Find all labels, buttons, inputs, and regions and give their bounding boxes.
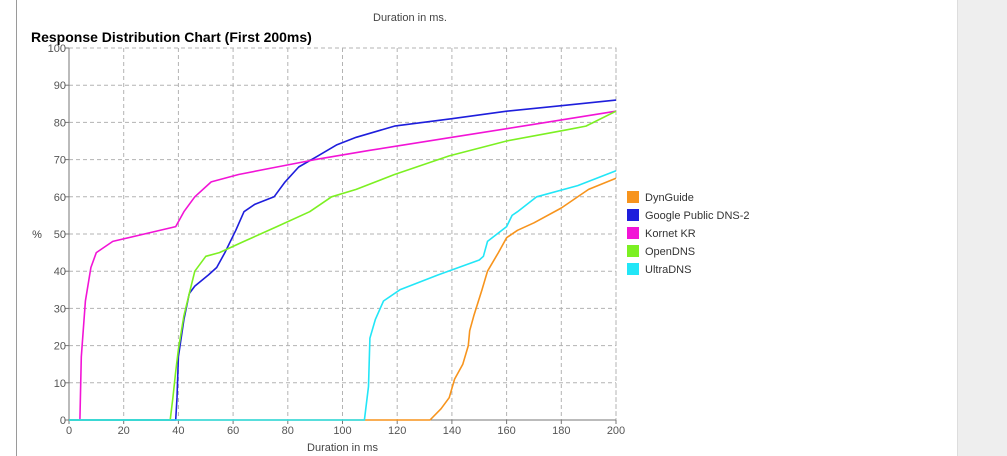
y-axis-label: % bbox=[32, 229, 42, 241]
y-tick-label: 80 bbox=[54, 117, 66, 129]
y-tick-label: 0 bbox=[60, 415, 66, 427]
x-tick-label: 180 bbox=[552, 425, 570, 437]
y-tick-label: 50 bbox=[54, 229, 66, 241]
x-tick-label: 60 bbox=[227, 425, 239, 437]
legend-label: Google Public DNS-2 bbox=[645, 210, 750, 222]
y-tick-label: 40 bbox=[54, 266, 66, 278]
legend-label: Kornet KR bbox=[645, 228, 696, 240]
x-tick-label: 0 bbox=[66, 425, 72, 437]
y-tick-label: 70 bbox=[54, 155, 66, 167]
series-line-kornet-kr bbox=[79, 110, 617, 421]
y-tick-label: 10 bbox=[54, 378, 66, 390]
x-tick-label: 200 bbox=[607, 425, 625, 437]
legend-label: OpenDNS bbox=[645, 246, 695, 258]
legend-label: DynGuide bbox=[645, 192, 694, 204]
x-tick-label: 80 bbox=[282, 425, 294, 437]
series-line-dynguide bbox=[69, 177, 617, 421]
series-line-ultradns bbox=[69, 170, 617, 421]
left-frame-border bbox=[0, 0, 17, 456]
y-tick-label: 90 bbox=[54, 80, 66, 92]
x-tick-label: 100 bbox=[333, 425, 351, 437]
x-tick-label: 20 bbox=[118, 425, 130, 437]
legend-swatch bbox=[627, 227, 639, 239]
y-tick-label: 20 bbox=[54, 341, 66, 353]
legend-label: UltraDNS bbox=[645, 264, 691, 276]
x-axis-label: Duration in ms bbox=[307, 442, 378, 454]
x-tick-label: 140 bbox=[443, 425, 461, 437]
y-tick-label: 60 bbox=[54, 192, 66, 204]
legend-swatch bbox=[627, 263, 639, 275]
previous-chart-x-axis-label: Duration in ms. bbox=[373, 12, 447, 24]
legend-swatch bbox=[627, 191, 639, 203]
y-tick-label: 100 bbox=[48, 43, 66, 55]
legend-swatch bbox=[627, 245, 639, 257]
x-tick-label: 40 bbox=[172, 425, 184, 437]
chart-title: Response Distribution Chart (First 200ms… bbox=[31, 29, 312, 45]
right-scroll-gutter[interactable] bbox=[957, 0, 1007, 456]
series-line-opendns bbox=[69, 110, 617, 421]
chart-panel bbox=[17, 0, 957, 456]
legend-swatch bbox=[627, 209, 639, 221]
x-tick-label: 120 bbox=[388, 425, 406, 437]
x-tick-label: 160 bbox=[497, 425, 515, 437]
y-tick-label: 30 bbox=[54, 303, 66, 315]
